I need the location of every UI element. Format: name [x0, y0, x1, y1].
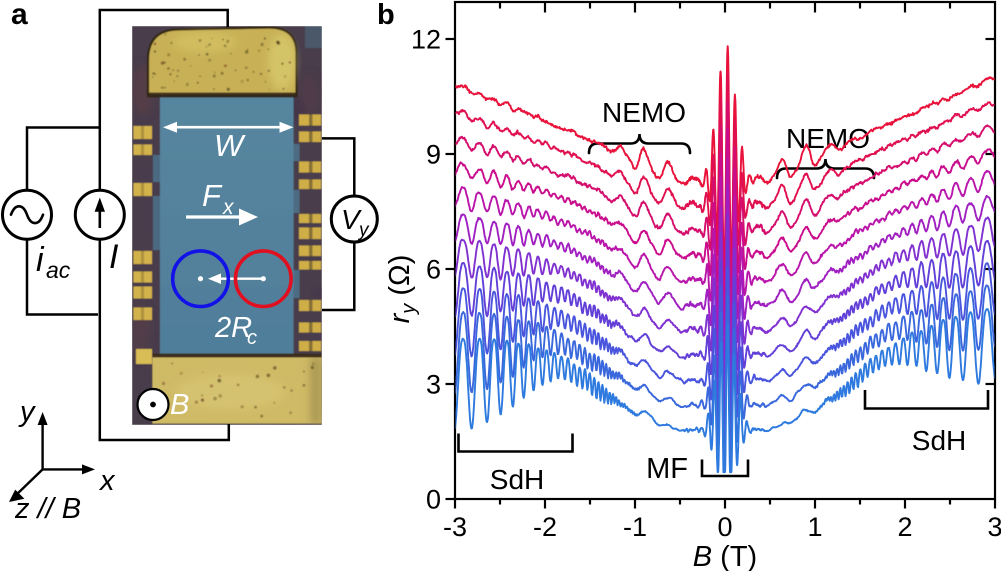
- svg-text:c: c: [247, 327, 257, 349]
- svg-text:W: W: [214, 128, 246, 163]
- svg-text:6: 6: [426, 255, 441, 285]
- svg-text:ry (Ω): ry (Ω): [384, 255, 420, 324]
- svg-text:3: 3: [987, 512, 1001, 542]
- svg-text:I: I: [109, 238, 119, 276]
- svg-text:b: b: [377, 0, 395, 31]
- svg-text:2R: 2R: [214, 312, 252, 344]
- svg-text:x: x: [98, 465, 116, 497]
- svg-text:NEMO: NEMO: [786, 123, 870, 154]
- svg-text:12: 12: [411, 25, 441, 55]
- svg-text:-1: -1: [623, 512, 647, 542]
- svg-text:a: a: [11, 0, 28, 31]
- svg-text:SdH: SdH: [490, 464, 544, 495]
- svg-text:-3: -3: [443, 512, 467, 542]
- svg-text:i: i: [36, 241, 45, 279]
- svg-text:MF: MF: [646, 453, 688, 485]
- svg-text:ac: ac: [46, 257, 71, 283]
- svg-text:B: B: [170, 389, 189, 421]
- svg-text:0: 0: [717, 512, 732, 542]
- svg-text:x: x: [222, 196, 235, 219]
- svg-text:NEMO: NEMO: [602, 97, 686, 128]
- svg-text:SdH: SdH: [912, 425, 966, 456]
- svg-text:y: y: [18, 396, 36, 428]
- svg-text:F: F: [202, 178, 223, 213]
- svg-text:B (T): B (T): [693, 541, 757, 571]
- svg-text:3: 3: [426, 370, 441, 400]
- svg-text:V: V: [341, 204, 362, 235]
- svg-text:z // B: z // B: [14, 493, 81, 525]
- svg-text:y: y: [357, 220, 370, 241]
- svg-text:-2: -2: [533, 512, 557, 542]
- svg-text:2: 2: [897, 512, 912, 542]
- svg-text:9: 9: [426, 140, 441, 170]
- svg-text:0: 0: [426, 485, 441, 515]
- svg-text:1: 1: [807, 512, 822, 542]
